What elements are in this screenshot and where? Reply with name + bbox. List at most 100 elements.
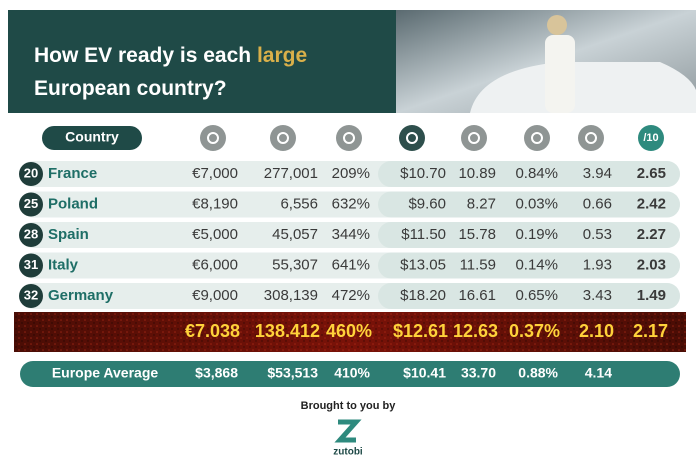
cell: 2.27 [637,226,666,243]
highlight-cell: $12.61 [393,321,448,341]
column-header: Country [65,129,119,145]
column-icon [524,125,550,151]
cell: 0.19% [515,226,558,243]
table-rows: 20 France €7,000 277,001 209% $10.70 10.89 0.84… [19,161,680,309]
column-icon-glyph [585,132,597,144]
logo-mark [334,419,362,443]
cell: 11.59 [460,256,496,273]
rank: 25 [24,196,38,211]
title-text: How EV ready is each [34,44,257,67]
average-cell: $53,513 [267,365,318,381]
highlight-cell: 138.412 [255,321,320,341]
column-icon [200,125,226,151]
cell: 641% [332,256,370,273]
cell: 277,001 [264,165,318,182]
cell: €9,000 [192,287,238,304]
photo-person [545,35,575,113]
rank: 28 [24,226,38,241]
cell: 209% [332,165,370,182]
row-bg-right [378,191,680,218]
rank: 31 [24,257,38,272]
rank-badge [19,223,43,247]
cell: 1.93 [583,256,612,273]
cell: 632% [332,195,370,212]
cell: 2.42 [637,195,666,212]
cell: 8.27 [467,195,496,212]
column-icon-glyph [277,132,289,144]
score-header: /10 [643,132,658,144]
column-icon-glyph [343,132,355,144]
rank: 20 [24,165,38,180]
rank: 32 [24,287,38,302]
column-icon [336,125,362,151]
cell: €5,000 [192,226,238,243]
cell: $13.05 [400,256,446,273]
country-name: Italy [48,256,79,273]
country-name: Poland [48,195,98,212]
country-header-pill [42,126,142,150]
cell: 472% [332,287,370,304]
average-cell: $3,868 [195,365,238,381]
cell: €8,190 [192,195,238,212]
title-highlight: large [257,44,307,67]
cell: 0.65% [515,287,558,304]
average-cell: 0.88% [518,365,558,381]
cell: 308,139 [264,287,318,304]
country-name: Spain [48,226,89,243]
cell: 1.49 [637,287,666,304]
highlight-cell: 12.63 [453,321,498,341]
highlight-cell: 2.17 [633,321,668,341]
cell: 0.66 [583,195,612,212]
column-icon-glyph [531,132,543,144]
column-icon [578,125,604,151]
highlight-row: €7.038 138.412 460% $12.61 12.63 0.37% 2.10 2.1… [185,321,668,341]
highlight-cell: 0.37% [509,321,560,341]
country-name: Germany [48,287,114,304]
average-cell: $10.41 [403,365,446,381]
average-cell: 410% [334,365,370,381]
rank-badge [19,162,43,186]
title: How EV ready is each large European count… [34,44,307,100]
column-icon [461,125,487,151]
cell: 2.65 [637,165,666,182]
cell: 0.84% [515,165,558,182]
cell: 16.61 [458,287,496,304]
cell: $11.50 [401,226,446,243]
average-row-bg [20,361,680,387]
average-cell: 33.70 [461,365,496,381]
row-bg-right [378,161,680,187]
cell: 3.94 [583,165,612,182]
average-row: $3,868 $53,513 410% $10.41 33.70 0.88% 4.14 [195,365,612,381]
cell: 2.03 [637,256,666,273]
column-icon-glyph [468,132,480,144]
cell: 15.78 [458,226,496,243]
score-icon [638,125,664,151]
cell: 10.89 [458,165,496,182]
rank-badge [19,284,43,308]
highlight-row-texture [14,312,686,352]
header-bg [8,10,396,113]
average-cell: 4.14 [585,365,612,381]
cell: 45,057 [272,226,318,243]
cell: 344% [332,226,370,243]
cell: $9.60 [408,195,446,212]
column-icons [200,125,604,151]
logo-text: zutobi [333,447,363,458]
column-icon [270,125,296,151]
cell: 0.03% [515,195,558,212]
highlight-cell: €7.038 [185,321,240,341]
average-label: Europe Average [52,365,159,381]
cell: 6,556 [280,195,318,212]
cell: €6,000 [192,256,238,273]
highlight-cell: 460% [326,321,372,341]
cell: $10.70 [400,165,446,182]
title-text: European country? [34,77,227,100]
column-icon-glyph [207,132,219,144]
footer-text: Brought to you by [301,400,397,412]
row-bg-right [378,222,680,248]
row-bg-right [378,283,680,309]
photo-head [547,15,567,35]
row-bg-right [378,252,680,279]
column-icon [399,125,425,151]
